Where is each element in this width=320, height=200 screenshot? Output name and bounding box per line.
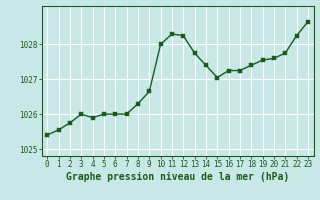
X-axis label: Graphe pression niveau de la mer (hPa): Graphe pression niveau de la mer (hPa) [66,172,289,182]
